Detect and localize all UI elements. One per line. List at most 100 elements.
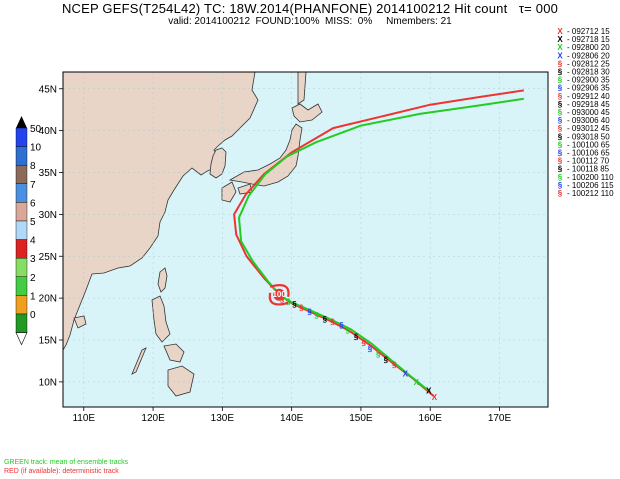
lon-tick-label: 140E (280, 413, 304, 424)
member-symbol: § (376, 350, 381, 359)
lat-tick-label: 20N (39, 294, 57, 305)
legend-symbol: § (558, 165, 563, 174)
legend-symbol: X (557, 43, 563, 52)
legend-symbol: X (557, 51, 563, 60)
colorbar-segment (15, 295, 28, 315)
legend-symbol: § (558, 92, 563, 101)
member-symbol: § (392, 360, 397, 369)
legend-entry-label: - 092906 35 (567, 84, 610, 93)
lon-tick-label: 120E (141, 413, 165, 424)
storm-center-symbol: 100 (268, 284, 290, 306)
visayas-islands (163, 343, 185, 363)
colorbar-label: 2 (30, 273, 36, 284)
colorbar-segment (15, 202, 28, 222)
lon-tick-label: 170E (488, 413, 512, 424)
legend-entry-label: - 092806 20 (567, 51, 610, 60)
member-symbol: § (346, 326, 351, 335)
colorbar-label: 4 (30, 236, 36, 247)
colorbar-segment (15, 313, 28, 333)
legend-symbol: § (558, 76, 563, 85)
lat-tick-label: 45N (39, 84, 57, 95)
member-symbol: § (299, 303, 304, 312)
storm-center-label: 100 (272, 290, 286, 299)
legend-entry-label: - 100206 115 (567, 181, 614, 190)
colorbar-label: 6 (30, 198, 36, 209)
legend-entry-label: - 093012 45 (567, 124, 610, 133)
member-symbol: § (307, 308, 312, 317)
latitude-ticks: 10N 15N 20N 25N 30N 35N 40N 45N (39, 84, 63, 388)
member-symbol: § (354, 333, 359, 342)
hainan-island (73, 315, 87, 329)
lon-tick-label: 160E (419, 413, 443, 424)
colorbar-segment (15, 220, 28, 240)
sakhalin-island (297, 72, 307, 105)
kyushu-island (221, 181, 237, 203)
colorbar-segment (15, 127, 28, 147)
legend-symbol: § (558, 132, 563, 141)
lat-tick-label: 40N (39, 126, 57, 137)
legend-symbol: § (558, 124, 563, 133)
legend-symbol: § (558, 157, 563, 166)
colorbar-label: 3 (30, 254, 36, 265)
legend-symbol: § (558, 68, 563, 77)
member-symbol: § (339, 321, 344, 330)
member-symbol: X (432, 393, 438, 402)
colorbar-label: 1 (30, 291, 36, 302)
legend-symbol: § (558, 173, 563, 182)
colorbar-segment (15, 276, 28, 296)
legend-symbol: § (558, 149, 563, 158)
red-track-note: RED (if available): deterministic track (4, 468, 119, 475)
hokkaido-island (291, 103, 323, 123)
colorbar-label: 10 (30, 143, 42, 154)
colorbar-label: 50 (30, 124, 42, 135)
legend-symbol: X (557, 27, 563, 36)
chart-subtitle: valid: 2014100212 FOUND:100% MISS: 0% Nm… (168, 16, 452, 27)
mindanao-island (167, 365, 195, 397)
member-symbol: X (403, 370, 409, 379)
colorbar-label: 0 (30, 310, 36, 321)
land-masses (63, 72, 323, 397)
member-symbol: § (286, 297, 291, 306)
map-frame (62, 71, 549, 408)
taiwan-island (157, 267, 168, 293)
legend-entry-label: - 092918 45 (567, 100, 610, 109)
legend-symbol: § (558, 59, 563, 68)
lat-tick-label: 15N (39, 336, 57, 347)
member-symbol: § (330, 318, 335, 327)
korea-peninsula (209, 147, 227, 179)
legend-entry-label: - 100112 70 (567, 157, 610, 166)
legend-entry-label: - 093018 50 (567, 132, 610, 141)
asia-mainland (63, 72, 259, 351)
colorbar-segment (15, 183, 28, 203)
longitude-ticks: 110E 120E 130E 140E 150E 160E 170E (72, 407, 512, 424)
member-symbol: X (426, 386, 432, 395)
member-symbol: § (323, 315, 328, 324)
legend-entry-label: - 092718 15 (567, 35, 610, 44)
legend-entry-label: - 100200 110 (567, 173, 614, 182)
legend-entry-label: - 100212 110 (567, 189, 614, 198)
chart-title: NCEP GEFS(T254L42) TC: 18W.2014(PHANFONE… (61, 1, 559, 16)
legend-entry-label: - 092812 25 (567, 59, 610, 68)
graticule (63, 72, 548, 407)
colorbar-segment (15, 164, 28, 184)
honshu-island (228, 123, 303, 187)
legend-symbol: § (558, 84, 563, 93)
legend-entry-label: - 100118 85 (567, 165, 610, 174)
legend-entry-label: - 093006 40 (567, 116, 610, 125)
colorbar-segment (15, 146, 28, 166)
member-symbol: § (361, 339, 366, 348)
member-symbol: § (292, 300, 297, 309)
lon-tick-label: 110E (72, 413, 95, 424)
palawan-island (131, 347, 147, 375)
member-legend: X - 092712 15 X - 092718 15 X - 092800 20 X - 0… (557, 27, 614, 198)
colorbar-top-arrow (16, 116, 27, 128)
lat-tick-label: 35N (39, 168, 57, 179)
legend-entry-label: - 092818 30 (567, 68, 610, 77)
legend-symbol: § (558, 181, 563, 190)
member-symbol: § (314, 311, 319, 320)
colorbar-label: 7 (30, 180, 36, 191)
lat-tick-label: 25N (39, 252, 57, 263)
legend-symbol: § (558, 100, 563, 109)
legend-symbol: § (558, 108, 563, 117)
